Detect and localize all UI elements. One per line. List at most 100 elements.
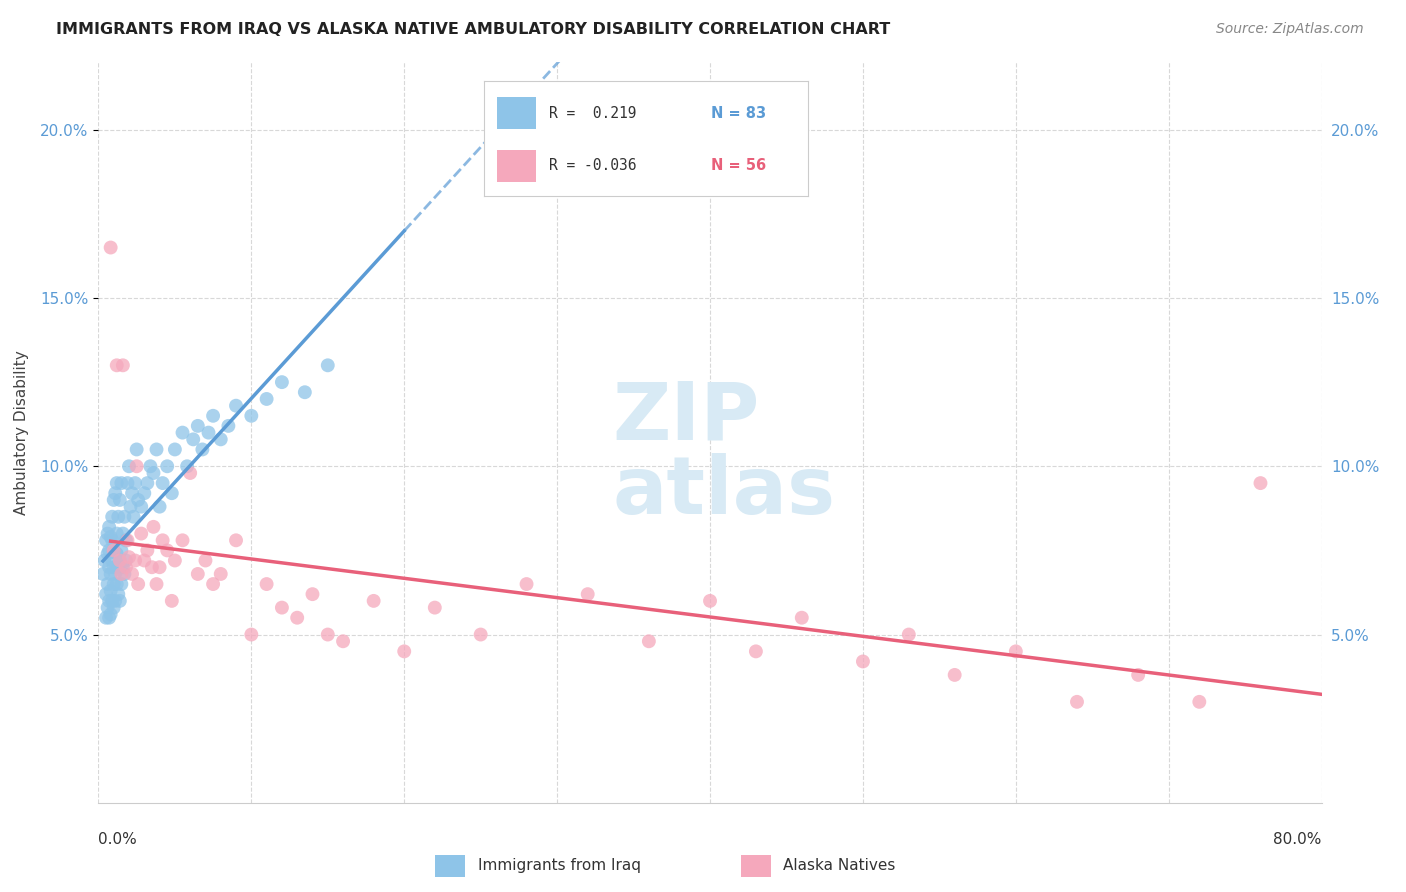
Point xyxy=(316,359,339,373)
Point xyxy=(187,566,209,581)
Point xyxy=(129,500,152,514)
Point xyxy=(145,577,167,591)
Point xyxy=(105,526,128,541)
Point xyxy=(423,600,446,615)
Point xyxy=(172,425,194,440)
Point xyxy=(270,375,292,389)
Point xyxy=(97,577,120,591)
Point xyxy=(101,553,124,567)
Point xyxy=(156,459,179,474)
Point xyxy=(105,547,128,561)
Text: 80.0%: 80.0% xyxy=(1274,832,1322,847)
Point xyxy=(172,533,194,548)
Point xyxy=(115,533,138,548)
Point xyxy=(256,577,278,591)
Point xyxy=(101,509,124,524)
Point xyxy=(316,627,339,641)
Point xyxy=(301,587,323,601)
Point xyxy=(136,543,159,558)
Point xyxy=(179,466,201,480)
Point xyxy=(225,399,247,413)
Point xyxy=(108,553,131,567)
Point xyxy=(112,566,135,581)
Point xyxy=(139,459,162,474)
Point xyxy=(194,553,217,567)
Point xyxy=(103,492,125,507)
Point xyxy=(125,442,148,457)
Point xyxy=(115,553,138,567)
Point xyxy=(100,530,122,544)
Point xyxy=(100,607,122,622)
Point xyxy=(240,409,263,423)
Point xyxy=(1188,695,1211,709)
Point xyxy=(103,577,125,591)
Point xyxy=(124,476,146,491)
Point xyxy=(699,594,721,608)
Point xyxy=(256,392,278,406)
Point xyxy=(181,433,204,447)
Point xyxy=(97,526,120,541)
Point xyxy=(110,566,132,581)
Point xyxy=(115,560,138,574)
Point xyxy=(108,594,131,608)
Point xyxy=(97,547,120,561)
Point xyxy=(103,600,125,615)
Point xyxy=(105,359,128,373)
Point xyxy=(136,476,159,491)
Point xyxy=(100,583,122,598)
Point xyxy=(103,543,125,558)
Point xyxy=(209,566,232,581)
Point xyxy=(160,594,183,608)
Point xyxy=(745,644,768,658)
Point xyxy=(101,533,124,548)
Point xyxy=(110,476,132,491)
Point xyxy=(105,476,128,491)
Text: IMMIGRANTS FROM IRAQ VS ALASKA NATIVE AMBULATORY DISABILITY CORRELATION CHART: IMMIGRANTS FROM IRAQ VS ALASKA NATIVE AM… xyxy=(56,22,890,37)
Point xyxy=(98,610,121,624)
Point xyxy=(107,587,129,601)
Y-axis label: Ambulatory Disability: Ambulatory Disability xyxy=(14,351,30,515)
Point xyxy=(110,577,132,591)
Text: Source: ZipAtlas.com: Source: ZipAtlas.com xyxy=(1216,22,1364,37)
Point xyxy=(127,492,149,507)
Point xyxy=(516,577,538,591)
Point xyxy=(152,476,174,491)
Point xyxy=(107,509,129,524)
Point xyxy=(943,668,966,682)
Point xyxy=(97,600,120,615)
Point xyxy=(790,610,813,624)
Point xyxy=(100,566,122,581)
Point xyxy=(202,409,225,423)
Text: atlas: atlas xyxy=(612,453,835,531)
Point xyxy=(98,543,121,558)
Point xyxy=(108,553,131,567)
Point xyxy=(149,500,172,514)
Point xyxy=(217,418,239,433)
Point xyxy=(160,486,183,500)
Point xyxy=(363,594,385,608)
Point xyxy=(1066,695,1088,709)
Point xyxy=(117,533,139,548)
Point xyxy=(197,425,219,440)
Point xyxy=(111,526,134,541)
Point xyxy=(142,520,165,534)
Point xyxy=(118,459,141,474)
Point xyxy=(163,553,186,567)
Point xyxy=(100,240,122,255)
Point xyxy=(103,560,125,574)
Point xyxy=(134,486,156,500)
Point xyxy=(141,560,163,574)
Point xyxy=(191,442,214,457)
Point xyxy=(285,610,308,624)
Point xyxy=(897,627,920,641)
Point xyxy=(576,587,599,601)
Point xyxy=(240,627,263,641)
Point xyxy=(94,533,117,548)
Point xyxy=(209,433,232,447)
Point xyxy=(145,442,167,457)
Point xyxy=(94,587,117,601)
Point xyxy=(1004,644,1026,658)
Point xyxy=(470,627,492,641)
Point xyxy=(125,459,148,474)
Point xyxy=(225,533,247,548)
